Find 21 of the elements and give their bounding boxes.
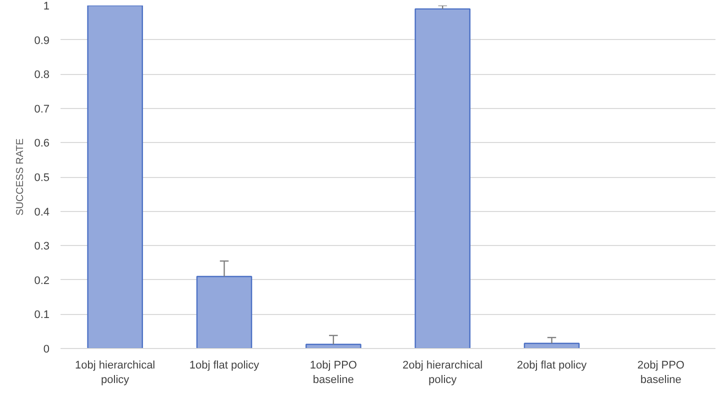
x-tick-label: 1obj PPO baseline — [310, 360, 358, 386]
y-tick-label: 0.1 — [34, 309, 50, 322]
x-tick-label: 1obj hierarchical policy — [75, 360, 156, 386]
bar — [87, 6, 143, 348]
bar — [196, 276, 252, 348]
y-tick-label: 0.7 — [34, 103, 50, 116]
bar — [414, 8, 470, 348]
y-axis-title: SUCCESS RATE — [15, 138, 26, 216]
y-tick-label: 0.2 — [34, 274, 50, 287]
y-tick-label: 1 — [43, 0, 50, 12]
y-tick-label: 0.6 — [34, 138, 50, 150]
y-tick-label: 0.5 — [34, 172, 50, 184]
y-tick-label: 0.4 — [34, 206, 50, 218]
x-tick-label: 2obj PPO baseline — [637, 360, 685, 386]
y-tick-label: 0.8 — [34, 69, 50, 82]
x-tick-label: 2obj flat policy — [516, 360, 588, 372]
y-tick-label: 0.3 — [34, 240, 50, 253]
x-tick-label: 1obj flat policy — [189, 360, 260, 372]
y-tick-label: 0 — [43, 344, 50, 356]
x-tick-label: 2obj hierarchical policy — [402, 360, 483, 386]
y-tick-label: 0.9 — [34, 34, 50, 47]
